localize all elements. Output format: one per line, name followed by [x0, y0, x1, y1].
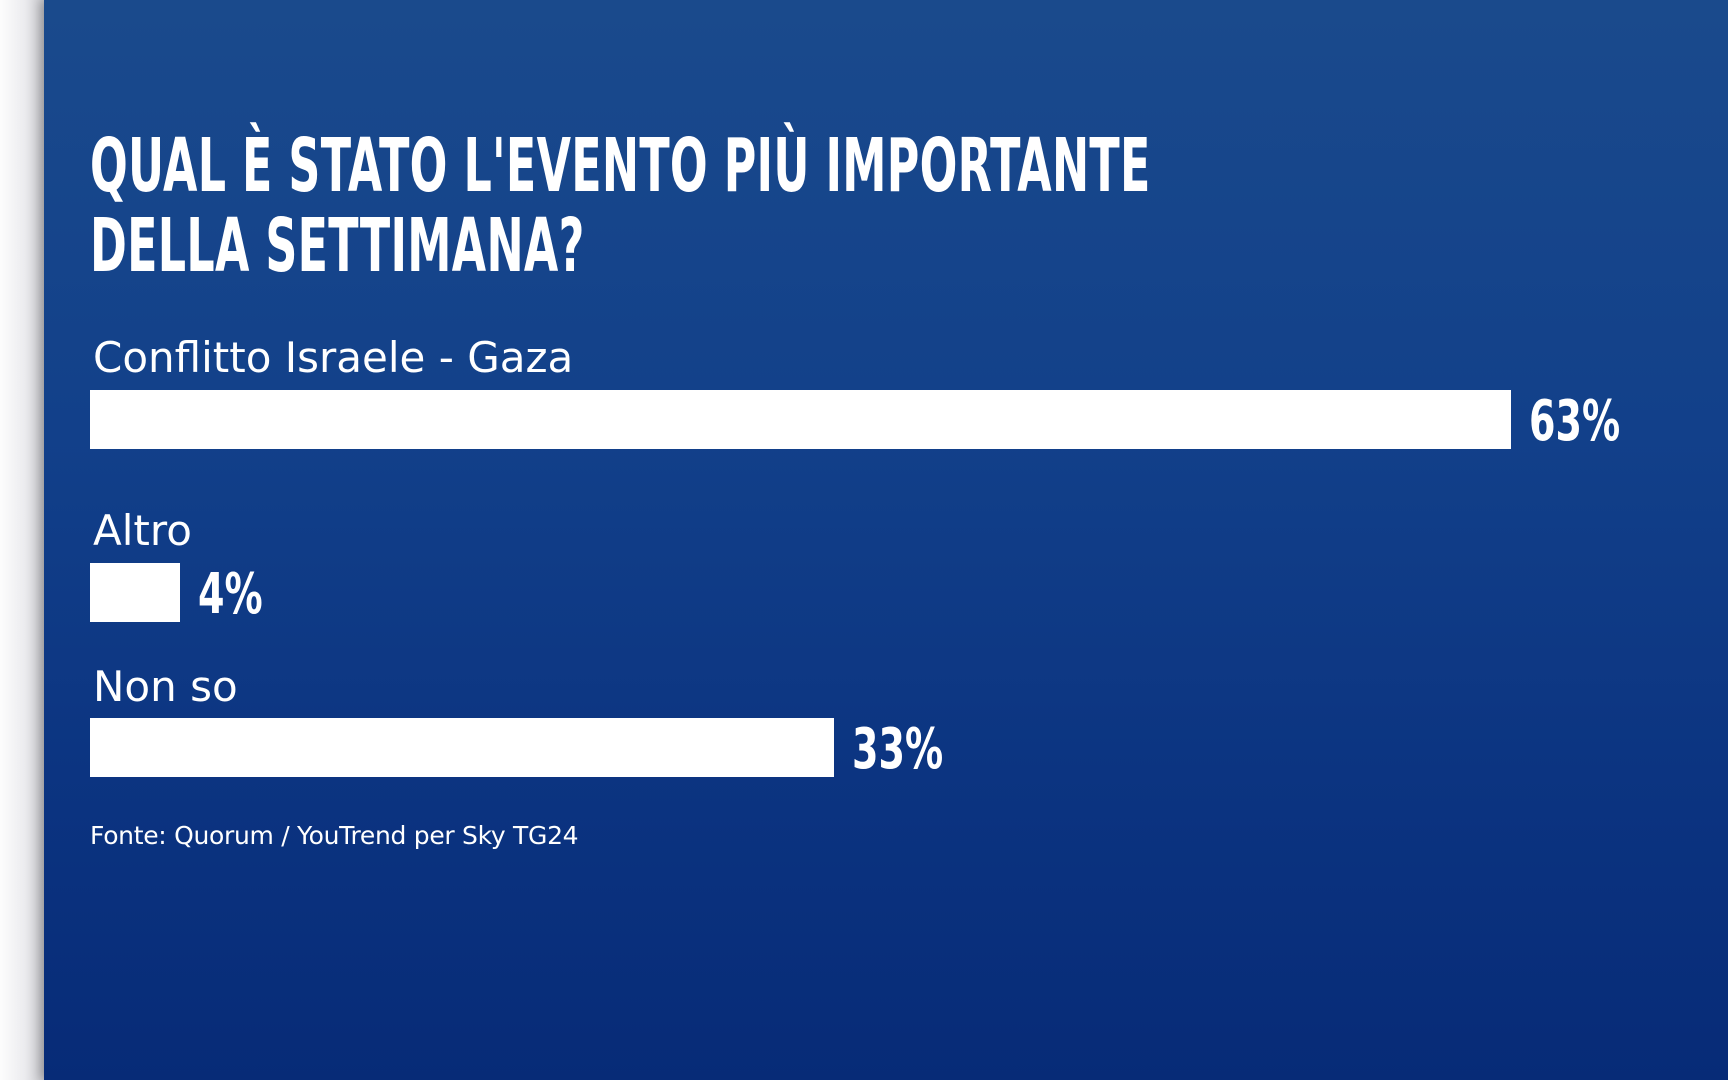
category-label-altro: Altro	[93, 506, 192, 555]
source-note: Fonte: Quorum / YouTrend per Sky TG24	[90, 821, 579, 850]
page-left-edge	[0, 0, 44, 1080]
value-label-conflitto: 63%	[1529, 389, 1621, 454]
value-label-non-so: 33%	[852, 717, 944, 782]
bar-non-so	[90, 718, 834, 777]
chart-title-line-2: DELLA SETTIMANA?	[90, 203, 585, 289]
chart-title-line-1: QUAL È STATO L'EVENTO PIÙ IMPORTANTE	[90, 123, 1151, 209]
value-label-altro: 4%	[198, 562, 263, 627]
bar-altro	[90, 563, 180, 622]
bar-conflitto	[90, 390, 1511, 449]
category-label-conflitto: Conflitto Israele - Gaza	[93, 333, 574, 382]
chart-title: QUAL È STATO L'EVENTO PIÙ IMPORTANTE DEL…	[90, 126, 1151, 286]
chart-panel	[44, 0, 1728, 1080]
category-label-non-so: Non so	[93, 662, 238, 711]
